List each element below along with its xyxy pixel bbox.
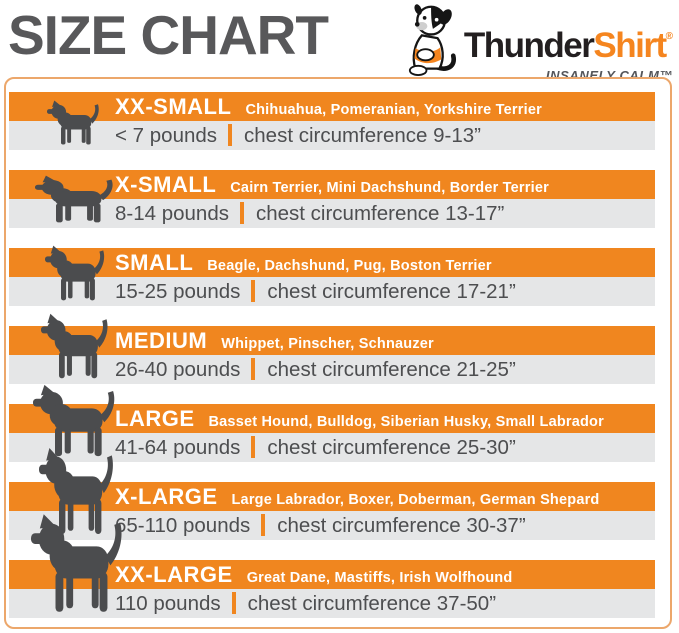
size-label: X-SMALL <box>115 172 217 197</box>
header: SIZE CHART <box>0 0 679 83</box>
size-label: MEDIUM <box>115 328 208 353</box>
pug-silhouette-icon <box>45 245 109 301</box>
chest-circumference: chest circumference 21-25” <box>267 358 516 381</box>
weight-chest-divider <box>251 358 256 380</box>
size-header-bar: XX-SMALL Chihuahua, Pomeranian, Yorkshire… <box>9 92 655 121</box>
weight-range: 65-110 pounds <box>115 514 251 537</box>
size-detail-bar: 8-14 pounds chest circumference 13-17” <box>9 199 655 228</box>
brand-text: ThunderShirt® INSANELY CALM™ <box>464 18 673 84</box>
weight-range: 110 pounds <box>115 592 221 615</box>
terrier-silhouette-icon <box>41 313 113 379</box>
size-header-bar: X-LARGE Large Labrador, Boxer, Doberman, … <box>9 482 655 511</box>
registered-trademark-icon: ® <box>665 31 673 42</box>
size-header-bar: MEDIUM Whippet, Pinscher, Schnauzer <box>9 326 655 355</box>
size-header-bar: X-SMALL Cairn Terrier, Mini Dachshund, Bo… <box>9 170 655 199</box>
wordmark-shirt: Shirt <box>593 26 667 65</box>
breed-examples: Whippet, Pinscher, Schnauzer <box>221 336 434 352</box>
breed-examples: Large Labrador, Boxer, Doberman, German … <box>231 492 600 508</box>
breed-examples: Great Dane, Mastiffs, Irish Wolfhound <box>246 570 513 586</box>
size-header-bar: SMALL Beagle, Dachshund, Pug, Boston Terr… <box>9 248 655 277</box>
weight-range: 41-64 pounds <box>115 436 241 459</box>
weight-range: 8-14 pounds <box>115 202 229 225</box>
size-label: XX-SMALL <box>115 94 232 119</box>
size-row-x-large: X-LARGE Large Labrador, Boxer, Doberman, … <box>9 448 655 540</box>
thundershirt-logo: ThunderShirt® INSANELY CALM™ <box>402 4 673 83</box>
size-detail-bar: 26-40 pounds chest circumference 21-25” <box>9 355 655 384</box>
chest-circumference: chest circumference 17-21” <box>267 280 516 303</box>
breed-examples: Basset Hound, Bulldog, Siberian Husky, S… <box>208 414 604 430</box>
chest-circumference: chest circumference 37-50” <box>247 592 497 615</box>
size-row-large: LARGE Basset Hound, Bulldog, Siberian Hus… <box>9 384 655 462</box>
size-row-x-small: X-SMALL Cairn Terrier, Mini Dachshund, Bo… <box>9 170 655 228</box>
chihuahua-silhouette-icon <box>47 100 103 145</box>
size-detail-bar: 15-25 pounds chest circumference 17-21” <box>9 277 655 306</box>
breed-examples: Beagle, Dachshund, Pug, Boston Terrier <box>207 258 492 274</box>
size-detail-bar: < 7 pounds chest circumference 9-13” <box>9 121 655 150</box>
size-detail-bar: 41-64 pounds chest circumference 25-30” <box>9 433 655 462</box>
size-label: LARGE <box>115 406 195 431</box>
wordmark-thunder: Thunder <box>463 26 595 65</box>
chest-circumference: chest circumference 9-13” <box>244 124 482 147</box>
size-row-xx-small: XX-SMALL Chihuahua, Pomeranian, Yorkshire… <box>9 92 655 150</box>
size-header-bar: XX-LARGE Great Dane, Mastiffs, Irish Wolf… <box>9 560 655 589</box>
wordmark: ThunderShirt® <box>464 18 673 65</box>
size-label: X-LARGE <box>115 484 218 509</box>
weight-chest-divider <box>228 124 233 146</box>
size-label: SMALL <box>115 250 194 275</box>
page-title: SIZE CHART <box>8 4 329 66</box>
weight-chest-divider <box>251 280 256 302</box>
breed-examples: Chihuahua, Pomeranian, Yorkshire Terrier <box>245 102 542 118</box>
weight-chest-divider <box>261 514 266 536</box>
size-chart-table: XX-SMALL Chihuahua, Pomeranian, Yorkshire… <box>4 77 672 629</box>
weight-chest-divider <box>251 436 256 458</box>
chest-circumference: chest circumference 13-17” <box>255 202 505 225</box>
weight-range: < 7 pounds <box>115 124 218 147</box>
dachshund-silhouette-icon <box>35 175 119 223</box>
chest-circumference: chest circumference 30-37” <box>277 514 526 537</box>
size-label: XX-LARGE <box>115 562 233 587</box>
weight-chest-divider <box>239 202 244 224</box>
chest-circumference: chest circumference 25-30” <box>267 436 516 459</box>
size-row-medium: MEDIUM Whippet, Pinscher, Schnauzer 26-40… <box>9 313 655 384</box>
mastiff-silhouette-icon <box>31 513 129 613</box>
weight-chest-divider <box>231 592 236 614</box>
size-row-xx-large: XX-LARGE Great Dane, Mastiffs, Irish Wolf… <box>9 514 655 618</box>
weight-range: 26-40 pounds <box>115 358 241 381</box>
breed-examples: Cairn Terrier, Mini Dachshund, Border Te… <box>230 180 549 196</box>
size-header-bar: LARGE Basset Hound, Bulldog, Siberian Hus… <box>9 404 655 433</box>
thundershirt-dog-mascot-icon <box>402 4 462 76</box>
size-detail-bar: 110 pounds chest circumference 37-50” <box>9 589 655 618</box>
size-row-small: SMALL Beagle, Dachshund, Pug, Boston Terr… <box>9 245 655 306</box>
weight-range: 15-25 pounds <box>115 280 241 303</box>
